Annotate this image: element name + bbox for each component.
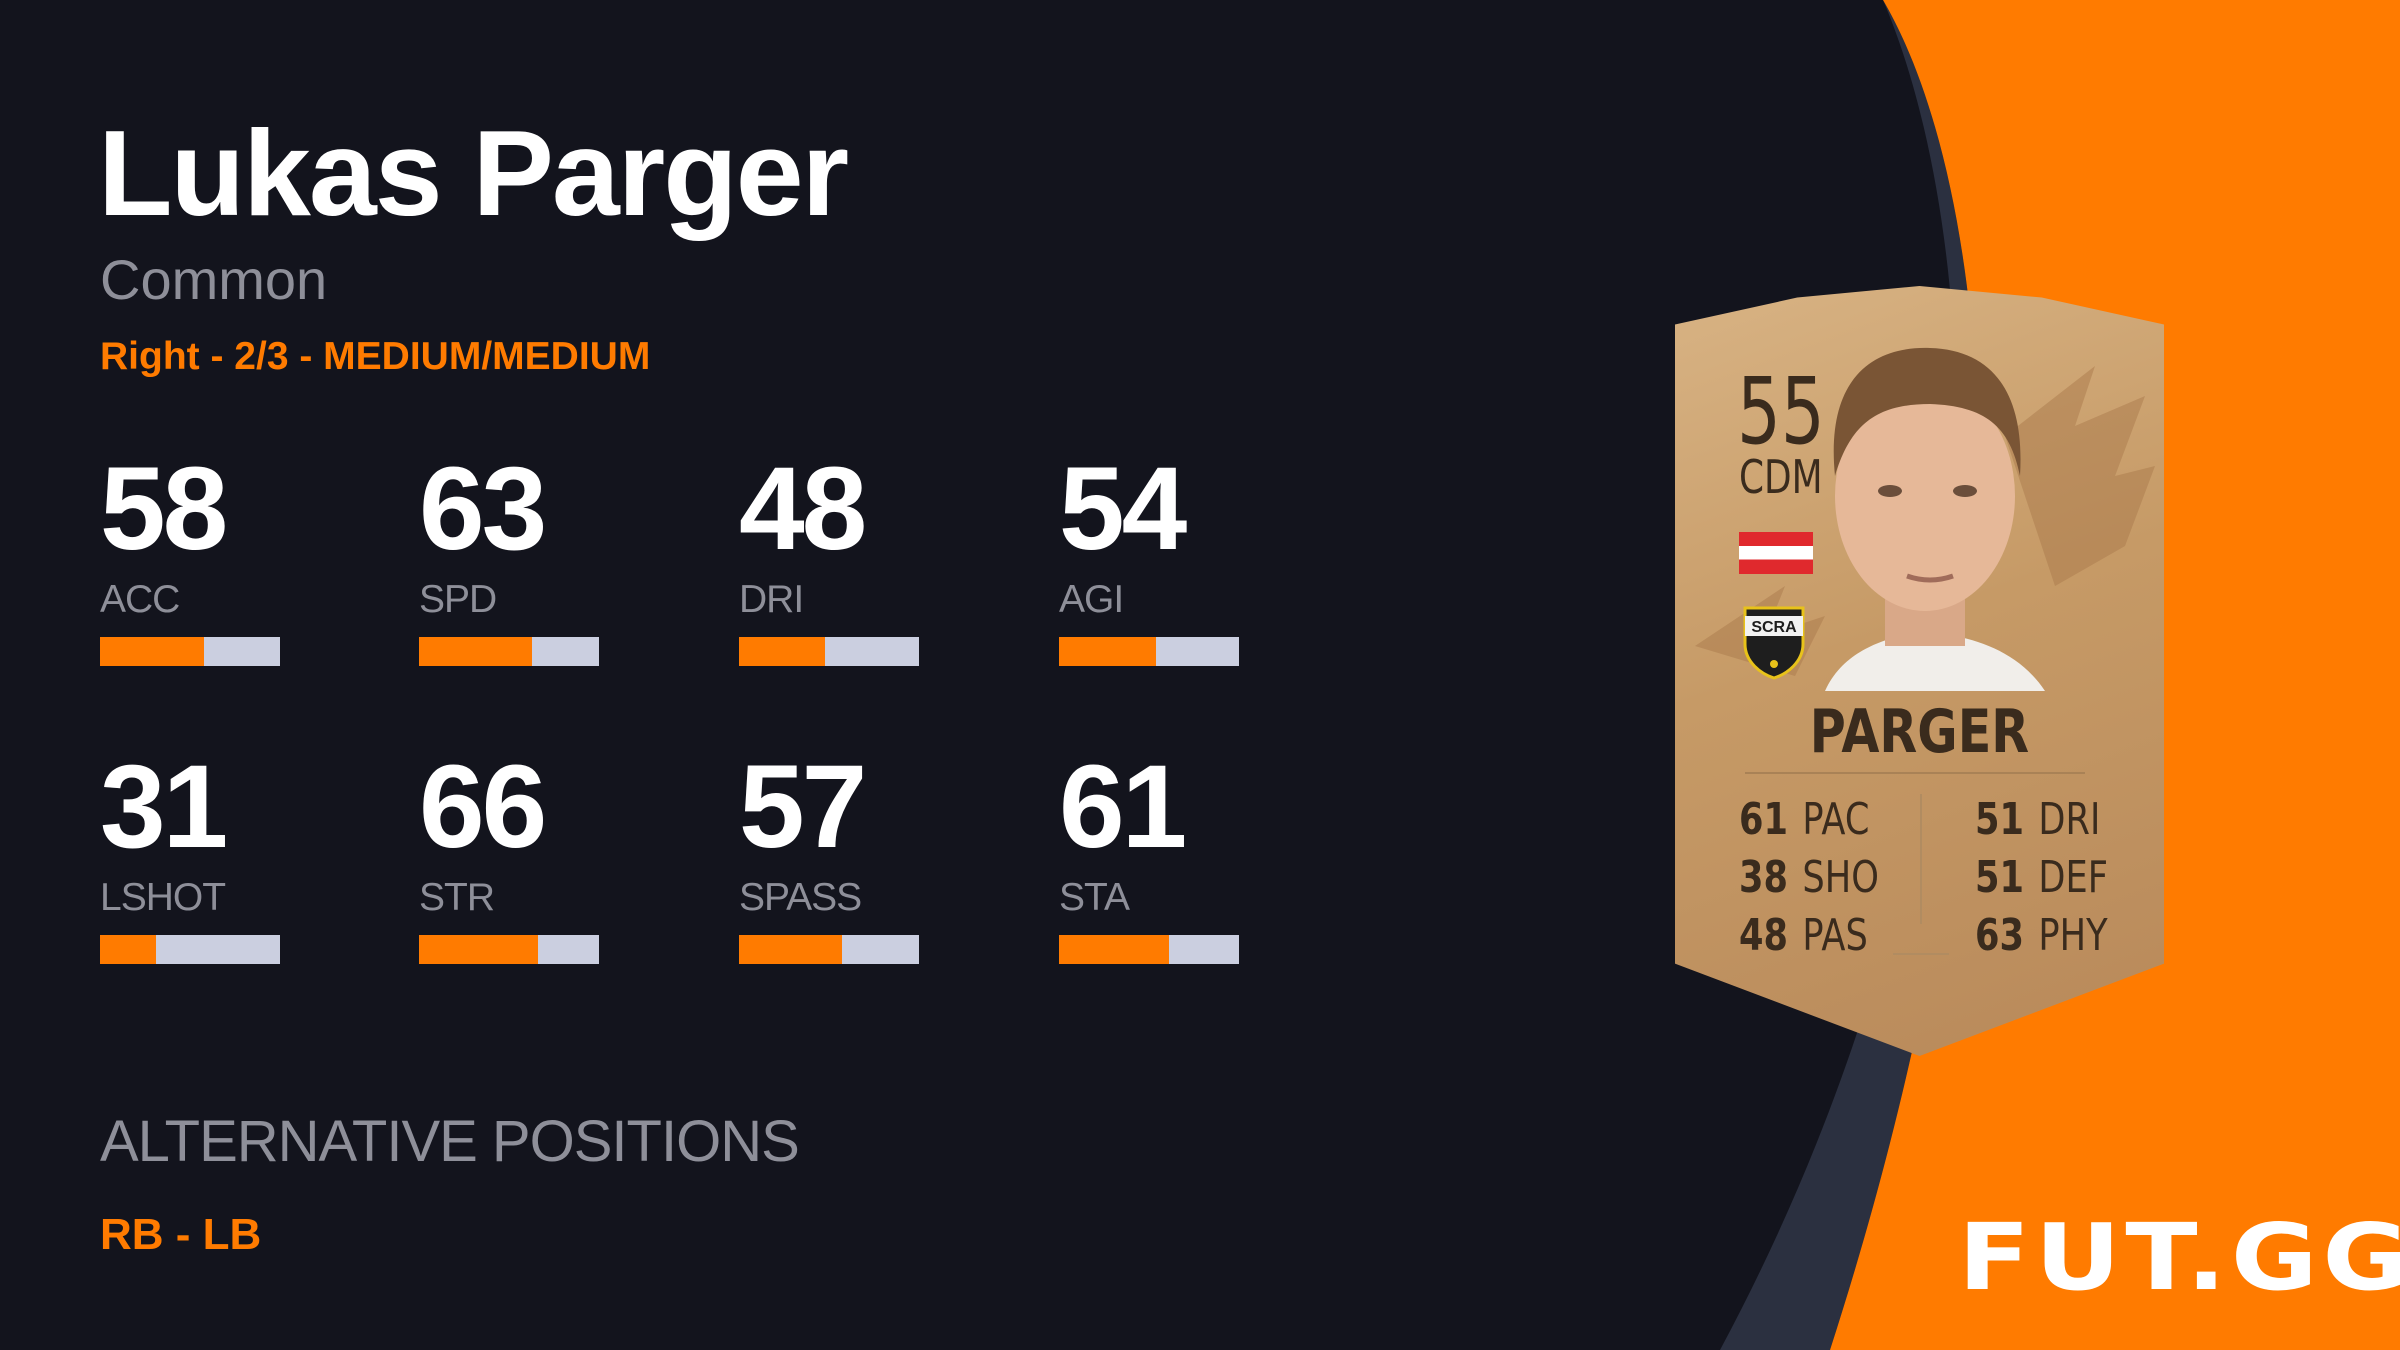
stat-label: ACC xyxy=(100,578,180,621)
club-badge-icon: SCRA xyxy=(1743,606,1805,680)
stat-bar-fill xyxy=(739,935,842,964)
card-bottom-divider xyxy=(1893,953,1949,955)
card-stat-value: 51 xyxy=(1975,852,2024,903)
player-rarity: Common xyxy=(100,248,328,311)
card-stat-def: 51 DEF xyxy=(1975,856,2108,900)
stat-label: DRI xyxy=(739,578,804,621)
stat-bar xyxy=(1059,637,1239,666)
card-stat-value: 51 xyxy=(1975,794,2024,845)
stat-value: 58 xyxy=(100,443,228,575)
stat-bar xyxy=(100,935,280,964)
player-name: Lukas Parger xyxy=(98,105,849,241)
stat-bar xyxy=(100,637,280,666)
futgg-logo: FUT.GG xyxy=(1958,1204,2400,1311)
stat-bar xyxy=(419,637,599,666)
card-stats-divider xyxy=(1920,794,1922,924)
stat-bar xyxy=(1059,935,1239,964)
stat-label: STA xyxy=(1059,876,1130,919)
stat-lshot: 31 LSHOT xyxy=(100,748,280,964)
stat-spass: 57 SPASS xyxy=(739,748,919,964)
card-stat-value: 38 xyxy=(1739,852,1788,903)
card-divider xyxy=(1745,772,2085,774)
player-meta: Right - 2/3 - MEDIUM/MEDIUM xyxy=(100,335,651,378)
stat-bar-fill xyxy=(419,935,538,964)
card-player-name: PARGER xyxy=(1809,697,2030,767)
stat-label: LSHOT xyxy=(100,876,226,919)
player-card: 55 CDM SCRA PARGER 61 PAC 38 SHO 48 PAS 51 DRI 5… xyxy=(1675,286,2164,1056)
stat-value: 57 xyxy=(739,741,867,873)
stat-dri: 48 DRI xyxy=(739,450,919,666)
stat-bar-fill xyxy=(1059,935,1169,964)
card-stat-label: DRI xyxy=(2038,794,2101,845)
card-stat-label: PAC xyxy=(1802,794,1870,845)
stat-label: AGI xyxy=(1059,578,1124,621)
svg-text:SCRA: SCRA xyxy=(1751,619,1797,636)
card-stat-value: 48 xyxy=(1739,910,1788,961)
stat-agi: 54 AGI xyxy=(1059,450,1239,666)
card-stat-label: PHY xyxy=(2038,910,2108,961)
stat-value: 66 xyxy=(419,741,547,873)
card-position: CDM xyxy=(1739,450,1823,504)
stat-label: SPD xyxy=(419,578,497,621)
stat-value: 48 xyxy=(739,443,867,575)
card-stat-label: SHO xyxy=(1802,852,1879,903)
stat-bar-fill xyxy=(100,935,156,964)
stat-value: 54 xyxy=(1059,443,1187,575)
stat-bar xyxy=(739,935,919,964)
stat-str: 66 STR xyxy=(419,748,599,964)
card-stat-pac: 61 PAC xyxy=(1739,798,1869,842)
stat-value: 61 xyxy=(1059,741,1187,873)
card-stat-phy: 63 PHY xyxy=(1975,914,2108,958)
stat-bar-fill xyxy=(739,637,826,666)
alternative-positions-value: RB - LB xyxy=(100,1210,262,1259)
stat-spd: 63 SPD xyxy=(419,450,599,666)
card-stat-value: 63 xyxy=(1975,910,2024,961)
stat-value: 31 xyxy=(100,741,228,873)
card-stat-pas: 48 PAS xyxy=(1739,914,1868,958)
stat-sta: 61 STA xyxy=(1059,748,1239,964)
stat-bar xyxy=(739,637,919,666)
card-stat-sho: 38 SHO xyxy=(1739,856,1879,900)
alternative-positions-title: ALTERNATIVE POSITIONS xyxy=(100,1109,800,1174)
card-stat-dri: 51 DRI xyxy=(1975,798,2100,842)
card-rating: 55 xyxy=(1737,358,1825,465)
austria-flag-icon xyxy=(1739,532,1813,574)
stat-label: STR xyxy=(419,876,495,919)
stat-bar-fill xyxy=(100,637,205,666)
stat-value: 63 xyxy=(419,443,547,575)
stat-acc: 58 ACC xyxy=(100,450,280,666)
stat-bar-fill xyxy=(419,637,533,666)
card-stat-label: DEF xyxy=(2038,852,2108,903)
card-stat-value: 61 xyxy=(1739,794,1788,845)
stat-bar-fill xyxy=(1059,637,1157,666)
card-stat-label: PAS xyxy=(1802,910,1868,961)
stat-label: SPASS xyxy=(739,876,862,919)
stat-bar xyxy=(419,935,599,964)
